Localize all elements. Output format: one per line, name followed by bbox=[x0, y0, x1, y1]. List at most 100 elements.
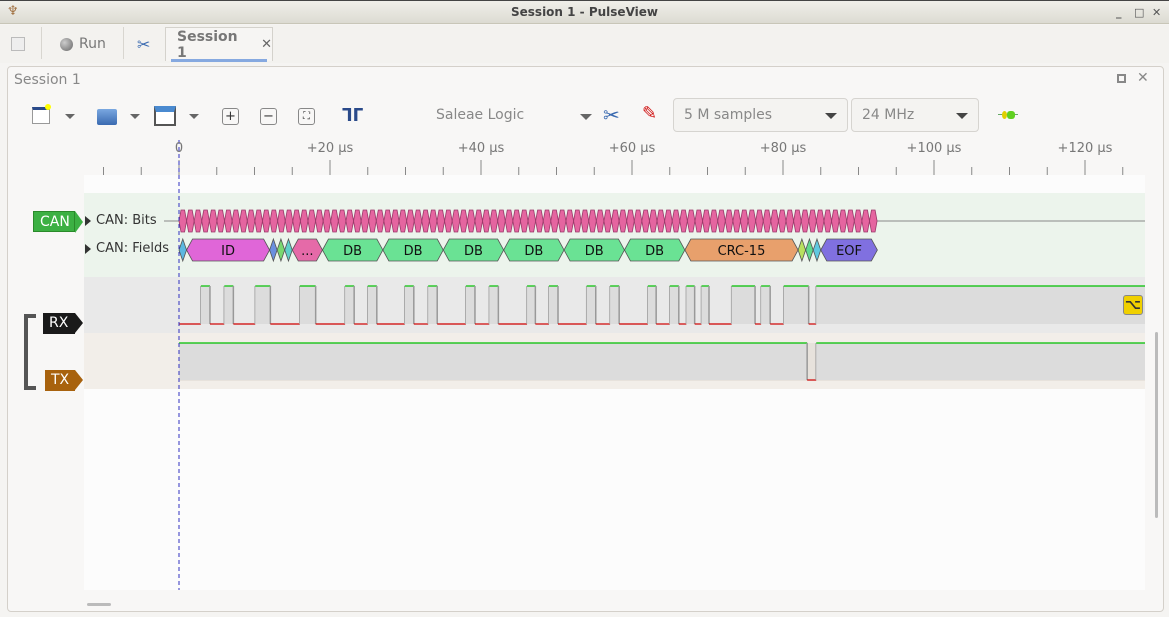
close-button[interactable]: ✕ bbox=[1152, 6, 1162, 19]
high-fill bbox=[200, 286, 210, 324]
bit-mark bbox=[482, 209, 491, 233]
bit-mark bbox=[466, 209, 476, 233]
bit-mark bbox=[201, 209, 210, 233]
tick-label: +80 µs bbox=[759, 141, 807, 156]
high-fill bbox=[816, 343, 1145, 380]
high-fill bbox=[527, 286, 536, 324]
bit-mark bbox=[815, 209, 825, 233]
decoder-badge-can[interactable]: CAN bbox=[33, 211, 75, 232]
minimize-button[interactable]: _ bbox=[1116, 6, 1122, 19]
bit-mark bbox=[732, 209, 741, 233]
new-dropdown-arrow[interactable] bbox=[65, 114, 75, 119]
samples-combo[interactable]: 5 M samples bbox=[673, 98, 848, 132]
new-session-button[interactable] bbox=[11, 27, 25, 61]
field-label: DB bbox=[524, 244, 543, 259]
bit-mark bbox=[497, 209, 506, 233]
device-config-icon[interactable]: ✂ bbox=[603, 103, 620, 127]
device-selector[interactable]: Saleae Logic bbox=[436, 107, 525, 123]
bit-mark bbox=[383, 209, 392, 233]
channel-badge-tx[interactable]: TX bbox=[45, 370, 75, 391]
zoom-fit-icon[interactable]: ⛶ bbox=[298, 108, 315, 125]
channel-badge-rx[interactable]: RX bbox=[43, 313, 75, 334]
bit-mark bbox=[193, 209, 203, 233]
bit-mark bbox=[254, 209, 263, 233]
bit-mark bbox=[428, 209, 438, 233]
device-dropdown-arrow[interactable] bbox=[580, 114, 592, 120]
time-ruler[interactable] bbox=[84, 140, 1145, 175]
panel-close-button[interactable]: ✕ bbox=[1137, 70, 1149, 86]
samplerate-combo[interactable]: 24 MHz bbox=[851, 98, 979, 132]
high-fill bbox=[299, 286, 316, 324]
bit-mark bbox=[649, 209, 658, 233]
zoom-in-icon[interactable]: + bbox=[222, 108, 239, 125]
high-fill bbox=[783, 286, 809, 324]
trigger-icon[interactable]: ⌥ bbox=[1123, 295, 1143, 315]
high-fill bbox=[816, 286, 1145, 324]
bit-mark bbox=[451, 209, 461, 233]
bit-mark bbox=[565, 209, 574, 233]
session-title: Session 1 bbox=[14, 72, 81, 88]
field-label: DB bbox=[343, 244, 362, 259]
bit-mark bbox=[178, 209, 187, 233]
maximize-button[interactable]: □ bbox=[1134, 6, 1145, 19]
bit-mark bbox=[224, 209, 233, 233]
bit-mark bbox=[861, 209, 870, 233]
horizontal-scrollbar[interactable] bbox=[87, 603, 111, 606]
bit-mark bbox=[785, 209, 795, 233]
tick-label: +40 µs bbox=[457, 141, 505, 156]
high-fill bbox=[465, 286, 475, 324]
bit-mark bbox=[520, 209, 529, 233]
settings-button[interactable]: ✂ bbox=[137, 27, 150, 61]
tick-label: +120 µs bbox=[1057, 141, 1113, 156]
open-dropdown-arrow[interactable] bbox=[130, 114, 140, 119]
tick-label: +100 µs bbox=[906, 141, 962, 156]
high-fill bbox=[428, 286, 438, 324]
run-button[interactable]: Run bbox=[60, 27, 106, 61]
decoder-add-icon[interactable] bbox=[998, 111, 1018, 119]
field-label: ID bbox=[221, 244, 235, 259]
high-fill bbox=[224, 286, 234, 324]
bit-mark bbox=[869, 209, 878, 233]
bit-mark bbox=[671, 209, 681, 233]
expand-fields-icon[interactable] bbox=[85, 244, 91, 254]
trace-canvas[interactable]: ID... DB DB DB DB DB DB CRC-15 EOF bbox=[84, 140, 1145, 590]
bit-mark bbox=[474, 209, 483, 233]
bit-mark bbox=[656, 209, 666, 233]
save-dropdown-arrow[interactable] bbox=[189, 114, 199, 119]
new-session-icon[interactable] bbox=[32, 107, 50, 124]
bit-mark bbox=[322, 209, 332, 233]
save-icon[interactable] bbox=[154, 106, 176, 126]
field-label: DB bbox=[464, 244, 483, 259]
field-label: DB bbox=[645, 244, 664, 259]
bit-mark bbox=[489, 209, 499, 233]
bit-mark bbox=[542, 209, 552, 233]
probe-icon[interactable]: ✎ bbox=[642, 103, 658, 124]
bit-mark bbox=[709, 209, 719, 233]
bit-mark bbox=[391, 209, 400, 233]
run-icon bbox=[60, 37, 73, 51]
vertical-scrollbar[interactable] bbox=[1155, 332, 1158, 518]
open-icon[interactable] bbox=[97, 109, 117, 125]
bit-mark bbox=[800, 209, 810, 233]
title-bar: ♆ Session 1 - PulseView _ □ ✕ bbox=[0, 0, 1169, 24]
bit-mark bbox=[292, 209, 301, 233]
close-tab-icon[interactable]: ✕ bbox=[261, 37, 272, 52]
bit-mark bbox=[262, 209, 271, 233]
tick-label: 0 bbox=[174, 141, 184, 156]
cursor-icon[interactable]: ᒣᒥ bbox=[342, 106, 364, 126]
bit-mark bbox=[284, 209, 294, 233]
bit-mark bbox=[444, 209, 453, 233]
high-fill bbox=[586, 286, 596, 324]
tab-session-1[interactable]: Session 1 ✕ bbox=[165, 27, 273, 62]
bit-mark bbox=[717, 209, 726, 233]
bit-mark bbox=[186, 209, 195, 233]
tab-label: Session 1 bbox=[177, 28, 238, 61]
high-fill bbox=[404, 286, 414, 324]
high-fill bbox=[179, 343, 808, 380]
bit-mark bbox=[421, 209, 430, 233]
bit-mark bbox=[793, 209, 802, 233]
panel-float-button[interactable] bbox=[1117, 74, 1126, 83]
zoom-out-icon[interactable]: − bbox=[260, 108, 277, 125]
expand-bits-icon[interactable] bbox=[85, 216, 91, 226]
bit-mark bbox=[337, 209, 347, 233]
